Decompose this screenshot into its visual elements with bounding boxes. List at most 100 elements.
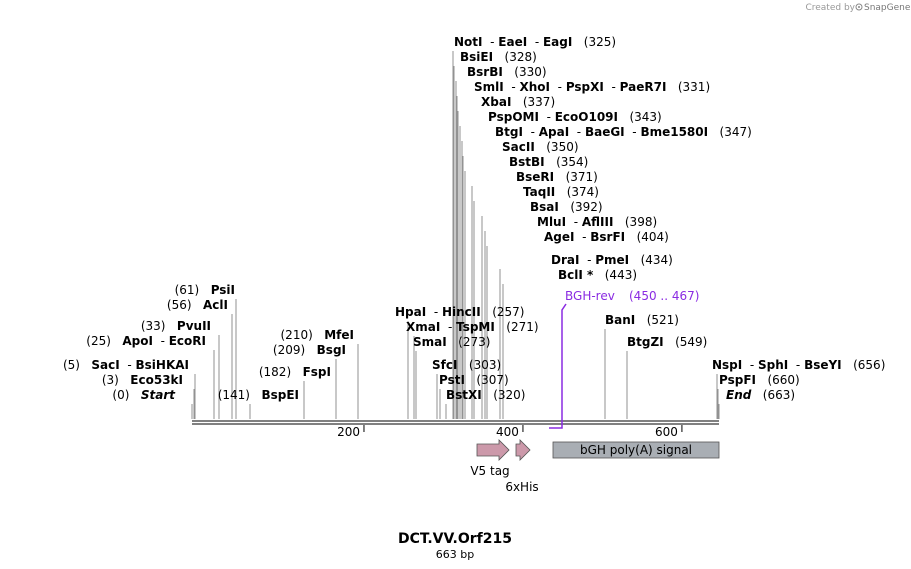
enzyme-name: AflIII [582,215,614,229]
scale-tick-label-400: 400 [496,425,519,439]
cut-site-label: SmlI - XhoI - PspXI - PaeR7I (331) [474,80,710,94]
cut-site-label: BstXI (320) [446,388,525,402]
gap [635,313,646,327]
cut-site-eco53ki[interactable]: (3) Eco53kI [102,373,183,387]
snapgene-brand-text: SnapGene [864,3,911,13]
cut-site-label: (56) AclI [167,298,228,312]
enzyme-name: Bme1580I [640,125,708,139]
cut-position: (392) [570,200,602,214]
cut-site-pspfi[interactable]: PspFI (660) [719,373,800,387]
cut-position: (337) [523,95,555,109]
cut-site-btgzi[interactable]: BtgZI (549) [627,335,707,349]
scale-tick-label-600: 600 [655,425,678,439]
separator: - [504,80,520,94]
cut-position: (273) [458,335,490,349]
cut-site-fspi[interactable]: (182) FspI [259,365,331,379]
gap [495,320,506,334]
cut-site-smai[interactable]: SmaI (273) [413,335,490,349]
cut-site-end[interactable]: End (663) [726,388,795,402]
cut-site-noti-eaei-eagi[interactable]: NotI - EaeI - EagI (325) [454,35,616,49]
cut-site-taqii[interactable]: TaqII (374) [523,185,599,199]
cut-site-label: NotI - EaeI - EagI (325) [454,35,616,49]
cut-site-label: BtgI - ApaI - BaeGI - Bme1580I (347) [495,125,752,139]
enzyme-name: XbaI [481,95,511,109]
separator: - [426,305,442,319]
cut-site-hpai-hincii[interactable]: HpaI - HincII (257) [395,305,524,319]
cut-site-smli-xhoi-pspxi-paer7i[interactable]: SmlI - XhoI - PspXI - PaeR7I (331) [474,80,710,94]
cut-site-label: (25) ApoI - EcoRI [86,334,206,348]
enzyme-name: SphI [758,358,788,372]
feature-label: 6xHis [505,480,538,494]
cut-site-bsai[interactable]: BsaI (392) [530,200,603,214]
cut-site-label: BseRI (371) [516,170,598,184]
cut-site-label: (209) BsgI [273,343,346,357]
cut-site-bsgi[interactable]: (209) BsgI [273,343,346,357]
enzyme-name: PsiI [211,283,235,297]
cut-site-xbai[interactable]: XbaI (337) [481,95,555,109]
gap [503,65,514,79]
cut-site-bani[interactable]: BanI (521) [605,313,679,327]
cut-site-pspomi-ecoo109i[interactable]: PspOMI - EcoO109I (343) [488,110,662,124]
cut-site-sfci[interactable]: SfcI (303) [432,358,501,372]
enzyme-name: PaeR7I [620,80,667,94]
gap [666,80,677,94]
enzyme-name: TspMI [456,320,495,334]
feature-6xhis[interactable]: 6xHis [505,439,539,494]
gap [545,155,556,169]
cut-site-xmai-tspmi[interactable]: XmaI - TspMI (271) [406,320,539,334]
enzyme-name: PspFI [719,373,756,387]
cut-site-acli[interactable]: (56) AclI [167,298,228,312]
enzyme-name: SmaI [413,335,447,349]
gap [111,334,122,348]
enzyme-name: TaqII [523,185,555,199]
cut-position: (141) [218,388,250,402]
cut-site-drai-pmei[interactable]: DraI - PmeI (434) [551,253,673,267]
cut-position: (303) [469,358,501,372]
cut-site-apoi-ecori[interactable]: (25) ApoI - EcoRI [86,334,206,348]
cut-site-nspi-sphi-bseyi[interactable]: NspI - SphI - BseYI (656) [712,358,885,372]
cut-site-mlui-afliii[interactable]: MluI - AflIII (398) [537,215,657,229]
cut-site-agei-bsrfi[interactable]: AgeI - BsrFI (404) [544,230,669,244]
cut-site-btgi-apai-baegi-bme1580i[interactable]: BtgI - ApaI - BaeGI - Bme1580I (347) [495,125,752,139]
enzyme-name: BtgZI [627,335,664,349]
cut-site-saci-bsihkai[interactable]: (5) SacI - BsiHKAI [63,358,189,372]
primer-bgh-rev[interactable]: BGH-rev (450 .. 467) [549,289,699,429]
feature-v5-tag[interactable]: V5 tag [470,439,510,478]
enzyme-name: SmlI [474,80,504,94]
cut-site-bstxi[interactable]: BstXI (320) [446,388,525,402]
cut-site-bsrbi[interactable]: BsrBI (330) [467,65,547,79]
cut-site-label: BanI (521) [605,313,679,327]
enzyme-name: XhoI [520,80,551,94]
cut-site-start[interactable]: (0) Start [112,388,176,402]
cut-site-mfei[interactable]: (210) MfeI [281,328,355,342]
map-title: DCT.VV.Orf215 [398,531,512,547]
cut-site-label: PspFI (660) [719,373,800,387]
enzyme-name: Eco53kI [130,373,183,387]
gap [554,170,565,184]
enzyme-name: SacI [91,358,119,372]
cut-position: (443) [605,268,637,282]
enzyme-name: AclI [203,298,228,312]
cut-position: (331) [678,80,710,94]
cut-site-label: PspOMI - EcoO109I (343) [488,110,662,124]
cut-site-psii[interactable]: (61) PsiI [175,283,235,297]
enzyme-name: End [726,388,752,402]
cut-site-bsiei[interactable]: BsiEI (328) [460,50,537,64]
feature-bgh-poly-a-signal[interactable]: bGH poly(A) signal [552,441,720,459]
cut-site-bcli[interactable]: BclI * (443) [558,268,637,282]
cut-site-psti[interactable]: PstI (307) [439,373,509,387]
cut-site-bstbi[interactable]: BstBI (354) [509,155,588,169]
created-by-text: Created by [805,3,855,13]
separator: - [153,334,169,348]
gap [482,388,493,402]
cut-site-bseri[interactable]: BseRI (371) [516,170,598,184]
cut-position: (660) [767,373,799,387]
cut-position: (61) [175,283,200,297]
enzyme-name: DraI [551,253,579,267]
cut-site-bspei[interactable]: (141) BspEI [218,388,299,402]
enzyme-name: NotI [454,35,483,49]
cut-site-label: XbaI (337) [481,95,555,109]
primer-range: (450 .. 467) [629,289,699,303]
cut-site-sacii[interactable]: SacII (350) [502,140,579,154]
cut-site-pvuii[interactable]: (33) PvuII [141,319,211,333]
